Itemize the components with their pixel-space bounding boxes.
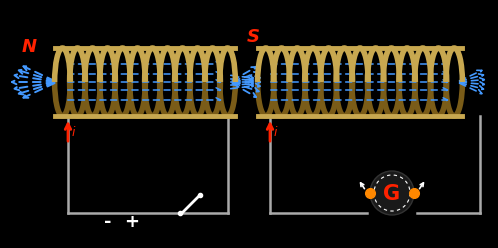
Text: i: i — [274, 126, 277, 139]
Circle shape — [370, 171, 414, 215]
Text: i: i — [72, 126, 76, 139]
Text: G: G — [383, 184, 400, 204]
Text: S: S — [247, 28, 260, 46]
Text: -: - — [104, 213, 112, 231]
Text: N: N — [22, 38, 37, 56]
Text: +: + — [124, 213, 139, 231]
